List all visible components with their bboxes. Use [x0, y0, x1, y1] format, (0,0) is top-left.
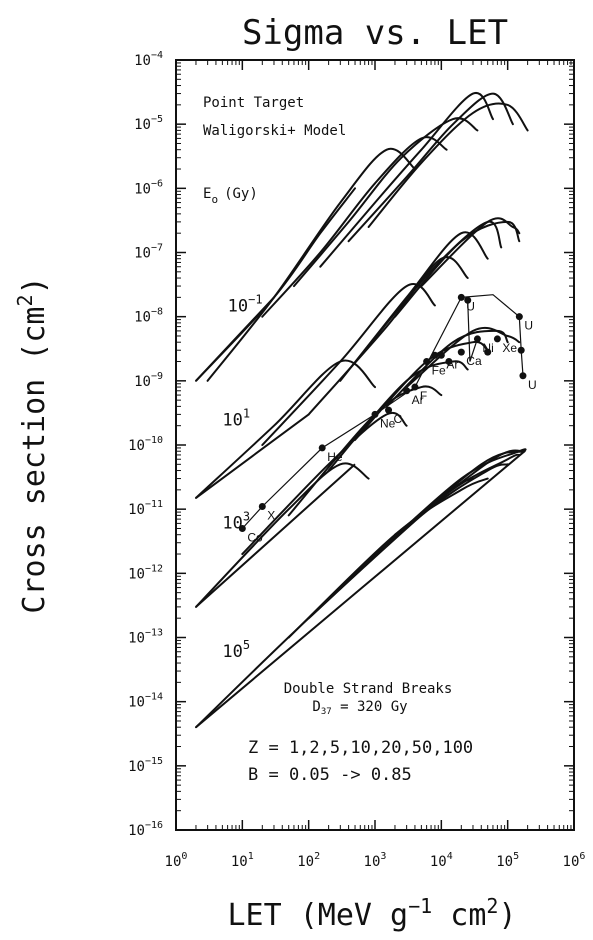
- experimental-point: [515, 313, 523, 321]
- experimental-point: [423, 358, 431, 366]
- experimental-point: [519, 372, 527, 380]
- y-tick-label: 10−15: [128, 756, 163, 775]
- dose-curve-100000-z2: [287, 477, 489, 639]
- experimental-point: [385, 406, 393, 414]
- experimental-point-label: C: [394, 412, 403, 426]
- dose-curve-0.1-z100: [367, 102, 529, 228]
- experimental-point: [318, 444, 326, 452]
- dose-baseline-100000: [195, 450, 526, 728]
- experimental-point-label: U: [524, 319, 533, 333]
- experimental-point: [238, 524, 246, 532]
- experimental-point: [411, 383, 419, 391]
- annotation-model-line1: Point Target: [203, 95, 304, 111]
- dose-curve-100000-z5: [307, 463, 509, 620]
- experimental-point-label: He: [327, 450, 343, 464]
- experimental-connector: [467, 300, 478, 362]
- experimental-point: [484, 348, 492, 356]
- y-tick-label: 10−9: [134, 371, 163, 390]
- dose-curve-100000-z10: [327, 453, 521, 600]
- ticks-layer: 100 101 102 103 104 105 106 10−4 10−5 10−6 10−7 10−…: [128, 50, 585, 870]
- annotation-e0: Eo (Gy): [203, 186, 258, 206]
- experimental-point: [457, 293, 465, 301]
- x-tick-label: 106: [563, 851, 586, 870]
- experimental-point: [371, 410, 379, 418]
- y-tick-label: 10−10: [128, 435, 163, 454]
- y-tick-label: 10−11: [128, 499, 163, 518]
- dose-curve-1000-z5: [287, 385, 443, 517]
- dose-baseline-1000: [195, 463, 356, 608]
- y-tick-label: 10−16: [128, 820, 163, 839]
- experimental-point-label: Co: [247, 530, 263, 544]
- dose-curve-100000-z100: [394, 449, 526, 536]
- annotation-model-line2: Waligorski+ Model: [203, 123, 346, 139]
- dose-curve-1000-z100: [405, 326, 521, 389]
- dose-curve-10-z2: [261, 283, 436, 446]
- dose-label: 103: [222, 509, 250, 533]
- experimental-point-label: Ar: [412, 393, 424, 407]
- annotation-b-line: B = 0.05 -> 0.85: [248, 765, 412, 785]
- dose-label: 10−1: [228, 293, 263, 317]
- experimental-point: [403, 387, 411, 395]
- experimental-point-label: U: [528, 378, 537, 392]
- dose-curve-0.1-z20: [319, 92, 494, 268]
- y-axis-label: Cross section (cm2): [13, 276, 52, 613]
- x-axis-label: LET (MeV g−1 cm2): [227, 894, 516, 933]
- annotation-z-line: Z = 1,2,5,10,20,50,100: [248, 738, 473, 758]
- dose-curve-0.1-z2: [206, 147, 416, 382]
- experimental-point: [431, 351, 439, 359]
- experimental-point: [445, 358, 453, 366]
- x-tick-label: 100: [165, 851, 188, 870]
- experimental-point-label: X: [267, 509, 275, 523]
- experimental-point: [437, 351, 445, 359]
- dose-baseline-10: [195, 413, 310, 499]
- experimental-point-label: Ca: [466, 354, 482, 368]
- experimental-point-label: U: [466, 299, 475, 313]
- experimental-point-label: Fe: [432, 364, 446, 378]
- experimental-point-label: F: [420, 389, 427, 403]
- y-tick-label: 10−12: [128, 563, 163, 582]
- dose-curve-0.1-z5: [261, 136, 448, 318]
- dose-curve-10-z1: [195, 359, 376, 499]
- dose-curve-0.1-z10: [293, 117, 479, 288]
- experimental-point-label: Ne: [380, 416, 396, 430]
- dose-label: 105: [222, 638, 250, 662]
- y-tick-label: 10−14: [128, 692, 163, 711]
- experimental-connector: [241, 297, 462, 529]
- experimental-point: [493, 335, 501, 343]
- dose-curve-100000-z50: [374, 450, 526, 555]
- x-tick-label: 105: [496, 851, 519, 870]
- x-tick-label: 101: [231, 851, 254, 870]
- x-tick-label: 104: [430, 851, 453, 870]
- annotation-dsb-line1: Double Strand Breaks: [284, 681, 453, 697]
- y-tick-label: 10−6: [134, 178, 163, 197]
- dose-curve-1000-z1: [195, 462, 370, 608]
- labels-layer: 10−1 101 103 105: [222, 293, 262, 662]
- experimental-point-label: Ni: [482, 341, 493, 355]
- y-tick-label: 10−13: [128, 628, 163, 647]
- dose-curve-10-z100: [420, 217, 521, 288]
- dose-curve-10-z5: [307, 256, 469, 416]
- chart-title: Sigma vs. LET: [242, 13, 508, 53]
- annotation-dsb-d37: D37 = 320 Gy: [312, 699, 407, 717]
- dose-curve-100000-z20: [354, 448, 527, 575]
- dose-curve-0.1-z50: [347, 92, 514, 243]
- curves-layer: [195, 92, 529, 729]
- experimental-point: [457, 348, 465, 356]
- x-tick-label: 103: [364, 851, 387, 870]
- y-tick-label: 10−8: [134, 307, 163, 326]
- dose-label: 101: [222, 407, 250, 431]
- experimental-point: [464, 296, 472, 304]
- y-tick-label: 10−4: [134, 50, 163, 69]
- experimental-point: [258, 503, 266, 511]
- experimental-point: [517, 346, 525, 354]
- y-tick-label: 10−5: [134, 114, 163, 133]
- y-tick-label: 10−7: [134, 243, 163, 262]
- dose-curve-0.1-z1: [195, 187, 356, 382]
- experimental-point-label: Xe: [502, 341, 517, 355]
- experimental-point: [473, 335, 481, 343]
- x-tick-label: 102: [297, 851, 320, 870]
